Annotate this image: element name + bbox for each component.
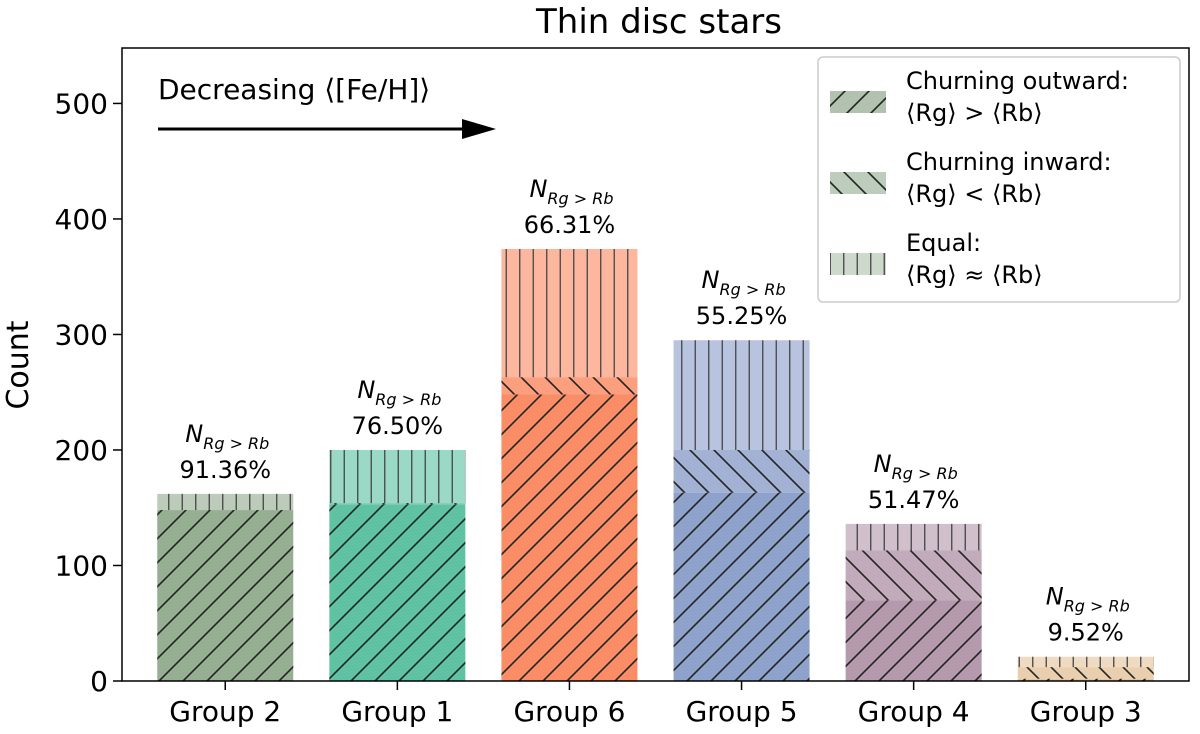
bar-segment [673, 449, 810, 493]
annotation-arrow-head [462, 119, 496, 139]
legend-entry: Churning outward: ⟨Rg⟩ > ⟨Rb⟩ [830, 67, 1129, 127]
bar-label-percent: 9.52% [1048, 619, 1124, 647]
legend-relation: ⟨Rg⟩ > ⟨Rb⟩ [906, 99, 1043, 127]
bar-segment [845, 550, 982, 601]
bar-segment [845, 523, 982, 551]
bar-segment [501, 377, 638, 395]
legend-label: Churning outward: [906, 67, 1129, 95]
legend-label: Equal: [906, 229, 981, 257]
bar-segment [673, 340, 810, 450]
bar-segment [1017, 656, 1154, 668]
y-tick-label: 500 [55, 87, 108, 120]
y-axis-label: Count [1, 320, 36, 409]
legend-relation: ⟨Rg⟩ ≈ ⟨Rb⟩ [906, 261, 1043, 289]
bar-label-n: NRg > Rb [874, 450, 958, 483]
bar-segment [845, 600, 982, 681]
x-tick-label: Group 6 [513, 695, 625, 728]
legend-box [817, 56, 1181, 303]
bar-segment [329, 504, 466, 681]
bar-label-percent: 66.31% [524, 211, 616, 239]
bar-segment [329, 503, 466, 505]
x-tick-label: Group 3 [1030, 695, 1142, 728]
legend: Churning outward: ⟨Rg⟩ > ⟨Rb⟩ Churning inw… [817, 56, 1181, 303]
bar-segment [1017, 678, 1154, 681]
bars-layer [157, 248, 1154, 681]
bar-label-n: NRg > Rb [185, 420, 269, 453]
y-tick-label: 300 [55, 318, 108, 351]
bar-segment [157, 510, 294, 681]
bar-label-percent: 51.47% [868, 486, 960, 514]
plot-frame [121, 47, 1190, 682]
bar-label-n: NRg > Rb [357, 376, 441, 409]
y-tick-label: 0 [90, 665, 108, 698]
x-tick-label: Group 5 [686, 695, 798, 728]
x-axis: Group 2 Group 1 Group 6 Group 5 Group 4 Group… [169, 681, 1142, 728]
y-tick-label: 400 [55, 203, 108, 236]
bar-segment [1017, 667, 1154, 679]
metallicity-annotation: Decreasing ⟨[Fe/H]⟩ [158, 73, 496, 139]
y-tick-label: 100 [55, 549, 108, 582]
legend-entry: Churning inward: ⟨Rg⟩ < ⟨Rb⟩ [830, 148, 1112, 208]
legend-relation: ⟨Rg⟩ < ⟨Rb⟩ [906, 180, 1043, 208]
legend-label: Churning inward: [906, 148, 1112, 176]
legend-entry: Equal: ⟨Rg⟩ ≈ ⟨Rb⟩ [830, 229, 1043, 289]
x-tick-label: Group 4 [858, 695, 970, 728]
y-axis: 0 100 200 300 400 500 [55, 87, 122, 698]
bar-label-n: NRg > Rb [529, 175, 613, 208]
x-tick-label: Group 2 [169, 695, 281, 728]
bar-segment [501, 248, 638, 378]
bar-segment [501, 394, 638, 681]
bar-segment [673, 492, 810, 681]
chart-title: Thin disc stars [535, 2, 782, 42]
bar-segment [329, 449, 466, 504]
bar-label-percent: 76.50% [352, 412, 444, 440]
y-tick-label: 200 [55, 434, 108, 467]
bar-label-n: NRg > Rb [1046, 583, 1130, 616]
bar-segment [157, 493, 294, 511]
bar-label-percent: 55.25% [696, 302, 788, 330]
bar-label-n: NRg > Rb [702, 266, 786, 299]
annotation-text: Decreasing ⟨[Fe/H]⟩ [158, 73, 430, 106]
x-tick-label: Group 1 [341, 695, 453, 728]
bar-label-percent: 91.36% [180, 456, 272, 484]
